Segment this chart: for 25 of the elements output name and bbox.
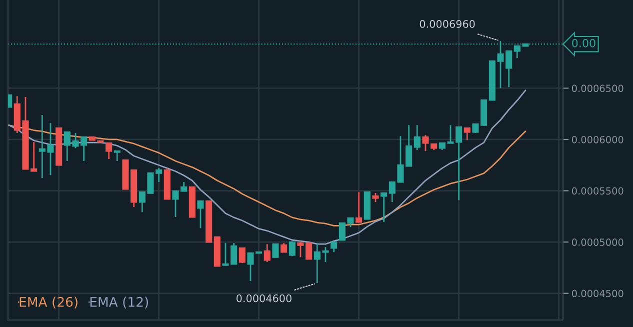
candlestick xyxy=(414,124,420,151)
y-tick-label: 0.0005000 xyxy=(572,238,624,246)
ref-line-label: 0.00 xyxy=(572,38,596,48)
candlestick xyxy=(356,191,362,223)
candlestick xyxy=(464,127,470,141)
candlestick xyxy=(288,241,296,257)
candlestick xyxy=(272,243,279,258)
annotation: 0.0004600 xyxy=(236,294,292,302)
line-series xyxy=(8,124,526,226)
legend-label: EMA (26) xyxy=(20,296,78,308)
y-tick-label: 0.0004500 xyxy=(572,290,624,298)
candlestick xyxy=(330,241,338,253)
candlestick xyxy=(114,150,120,162)
y-tick-label: 0.0006500 xyxy=(572,84,624,92)
candlestick xyxy=(106,142,112,160)
annotation: 0.0006960 xyxy=(420,20,475,28)
y-tick-label: 0.0005500 xyxy=(572,187,624,195)
y-tick-label: 0.0006000 xyxy=(572,136,624,144)
candlestick xyxy=(280,242,288,253)
legend-label: EMA (12) xyxy=(90,296,148,308)
candlestick xyxy=(238,247,246,264)
candlestick xyxy=(372,192,379,203)
candlestick xyxy=(380,192,388,223)
candlestick xyxy=(264,243,270,263)
candlestick xyxy=(197,200,204,229)
